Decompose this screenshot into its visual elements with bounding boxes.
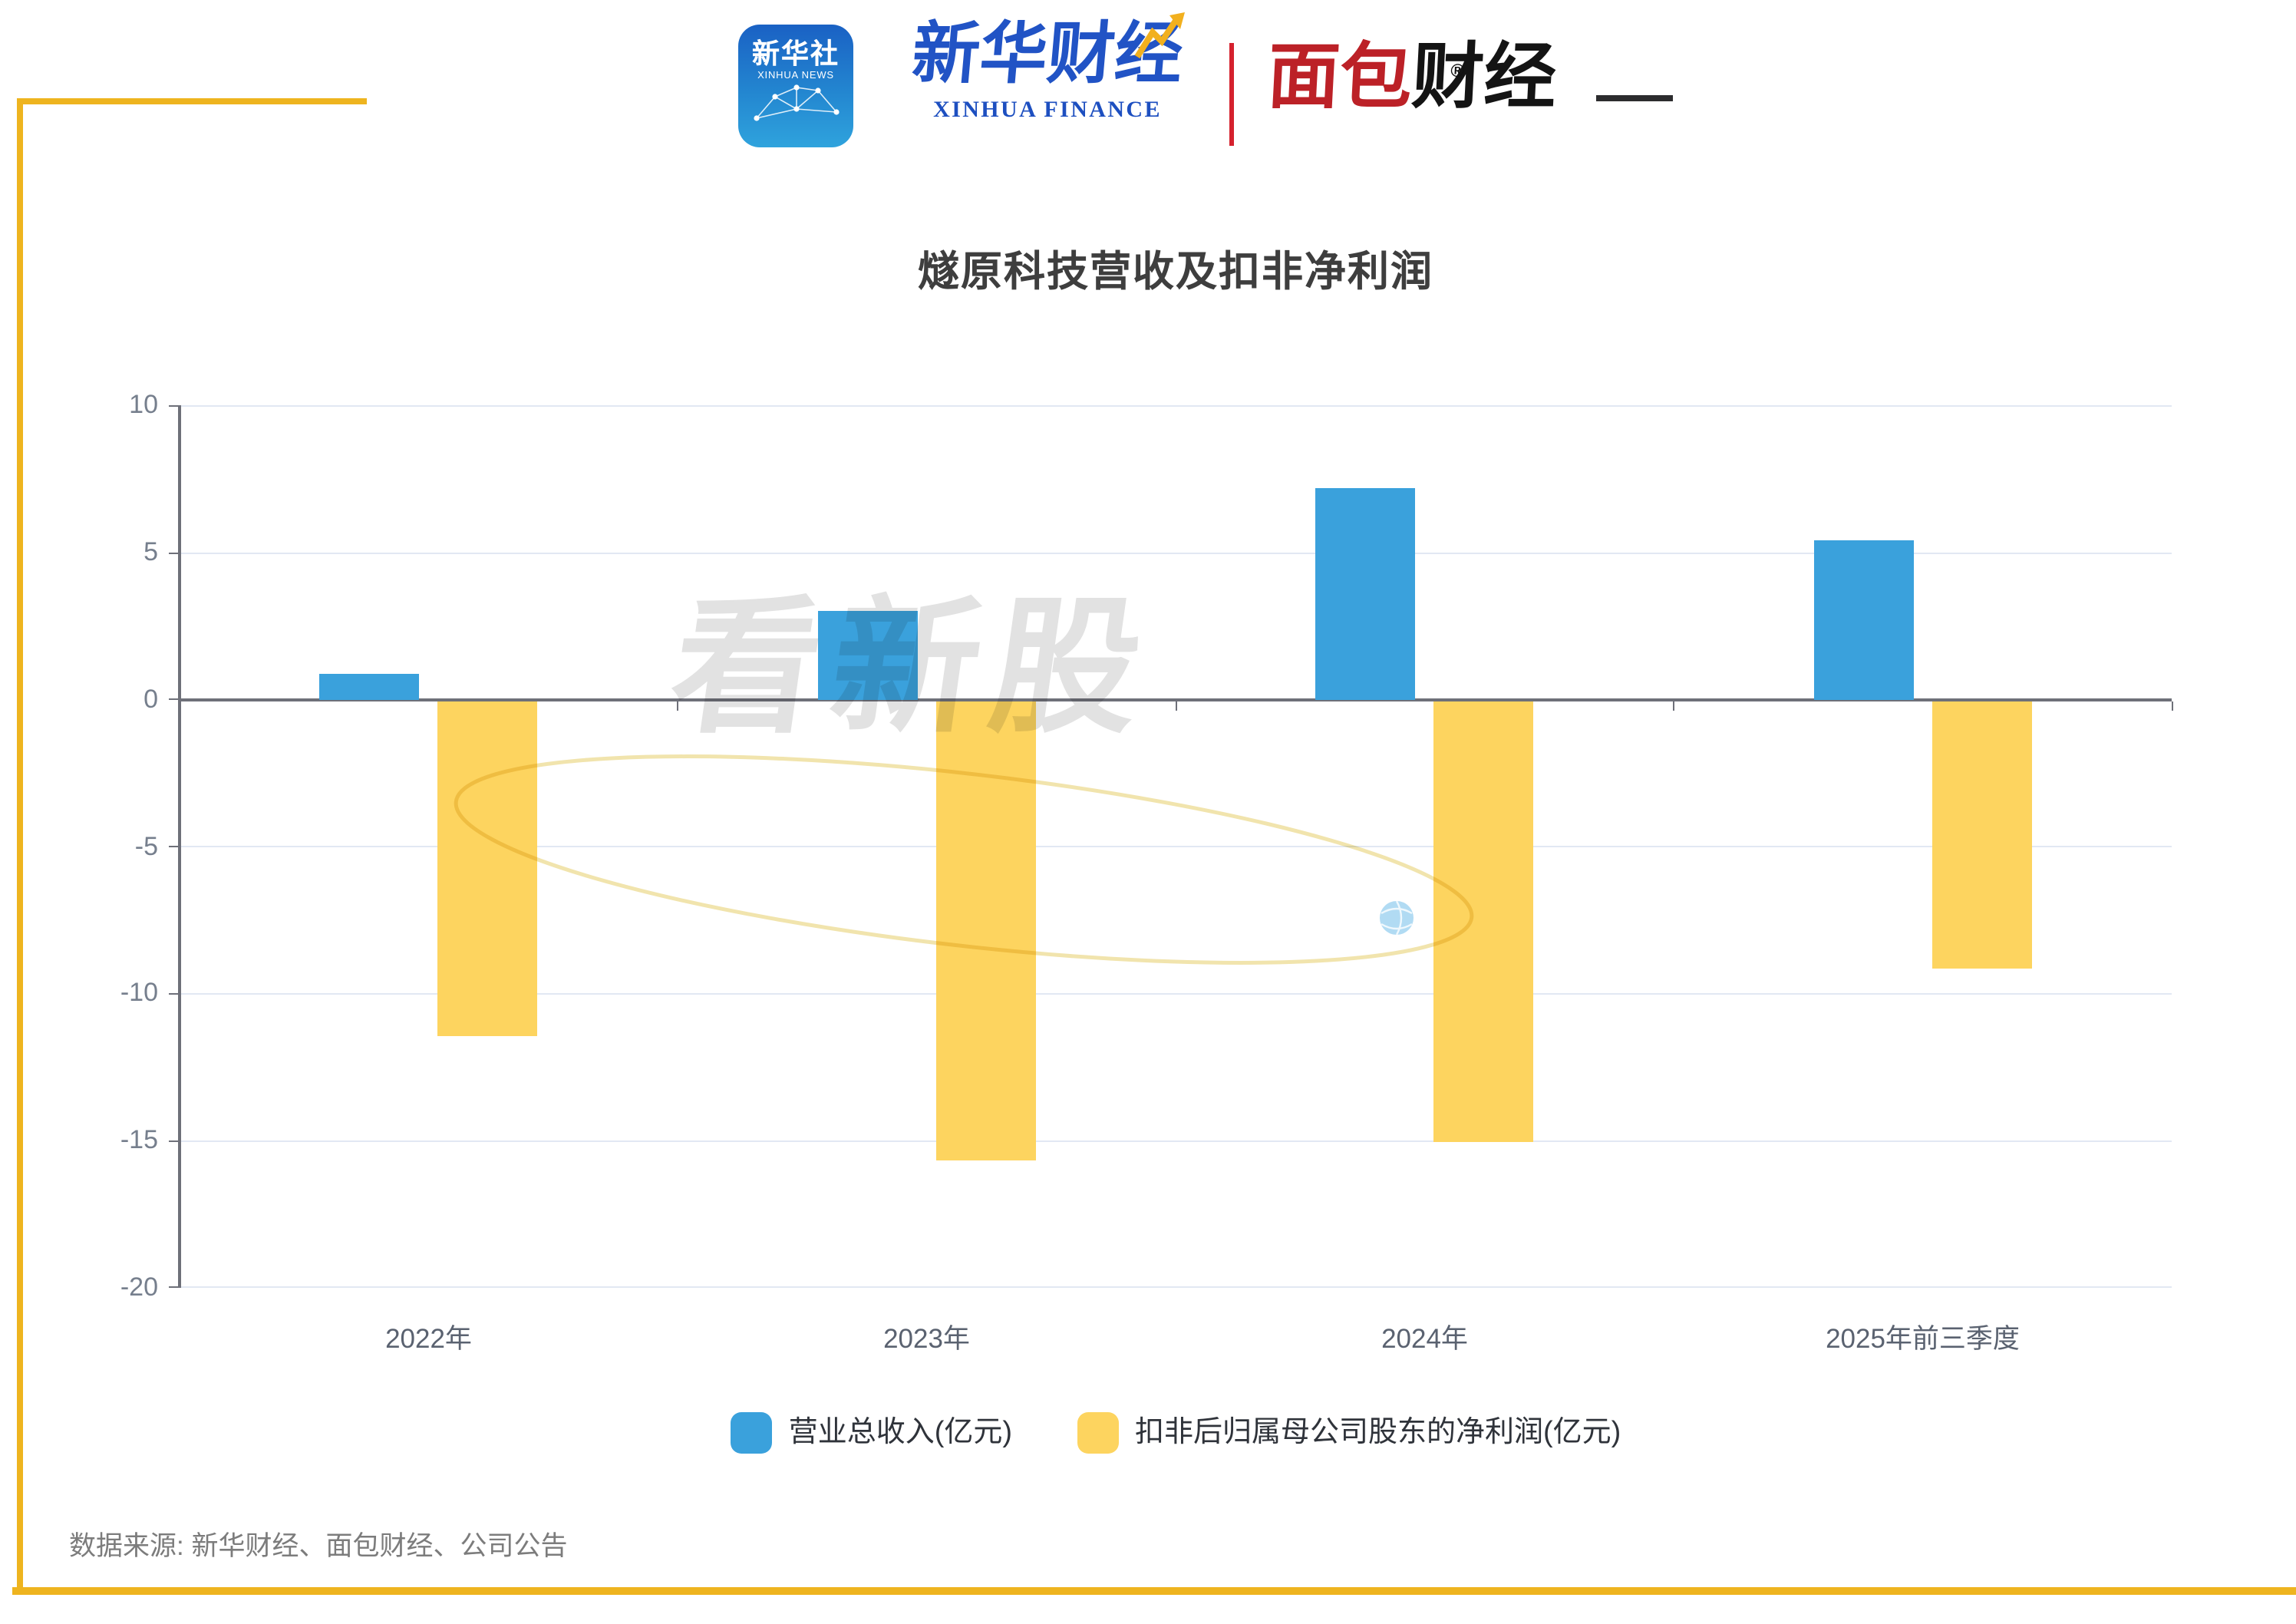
legend-item-profit[interactable]: 扣非后归属母公司股东的净利润(亿元) [1077,1412,1621,1454]
y-gridline [180,992,2172,995]
frame-top-line [17,98,367,104]
y-axis-tick-label: 0 [144,684,158,714]
revenue-bar [1813,540,1914,700]
xinhua-finance-en-text: XINHUA FINANCE [933,98,1162,123]
y-axis-tickmark [169,552,180,554]
frame-bottom-line [12,1587,2296,1595]
header-dash-line [1596,95,1673,101]
x-axis-tickmark [1673,701,1674,711]
y-axis-tick-label: -15 [120,1125,158,1155]
revenue-legend-label: 营业总收入(亿元) [788,1417,1012,1449]
frame-left-line [17,98,23,1595]
y-axis-tick-label: -10 [120,978,158,1008]
y-axis-tick-label: 5 [144,537,158,567]
data-source-note: 数据来源: 新华财经、面包财经、公司公告 [69,1530,568,1561]
x-axis-zero-line [180,698,2172,701]
y-axis-tickmark [169,1140,180,1142]
y-axis-tickmark [169,992,180,995]
x-axis-tickmark [179,701,180,711]
xinhua-finance-logo: 新华财经 XINHUA FINANCE [867,12,1228,124]
revenue-bar [1315,487,1416,700]
y-gridline [180,404,2172,407]
y-axis-tickmark [169,404,180,407]
x-axis-category-label: 2023年 [883,1323,970,1354]
header-divider-line [1229,43,1234,146]
chart-title: 燧原科技营收及扣非净利润 [918,249,1433,295]
network-constellation-icon [753,84,839,121]
chart-legend: 营业总收入(亿元) 扣非后归属母公司股东的净利润(亿元) [180,1412,2172,1454]
profit-bar [437,701,538,1037]
profit-bar [935,701,1036,1160]
revenue-legend-swatch [730,1412,772,1454]
y-axis-tick-label: 10 [129,390,158,420]
xinhua-icon-title: 新华社 [752,38,840,69]
x-axis-tickmark [677,701,678,711]
y-axis-line [178,405,181,1288]
y-gridline [180,552,2172,554]
y-axis-tick-label: -20 [120,1272,158,1302]
x-axis-tickmark [1175,701,1176,711]
profit-legend-label: 扣非后归属母公司股东的净利润(亿元) [1135,1417,1621,1449]
x-axis-tickmark [2171,701,2172,711]
revenue-bar [817,611,918,700]
y-axis-tickmark [169,698,180,701]
revenue-bar [319,673,420,700]
xinhua-news-logo-icon: 新华社 XINHUA NEWS [738,25,853,147]
x-axis-category-label: 2022年 [385,1323,472,1354]
y-gridline [180,1286,2172,1289]
profit-bar [1931,701,2032,969]
profit-bar [1433,701,1534,1143]
x-axis-category-label: 2025年前三季度 [1826,1323,2020,1354]
y-axis-tickmark [169,1286,180,1289]
y-gridline [180,1140,2172,1142]
y-axis-tick-label: -5 [134,831,158,861]
stock-arrow-icon [1134,12,1185,59]
x-axis-category-label: 2024年 [1381,1323,1468,1354]
xinhua-icon-subtitle: XINHUA NEWS [757,71,834,81]
profit-legend-swatch [1077,1412,1118,1454]
y-axis-tickmark [169,846,180,848]
legend-item-revenue[interactable]: 营业总收入(亿元) [730,1412,1012,1454]
